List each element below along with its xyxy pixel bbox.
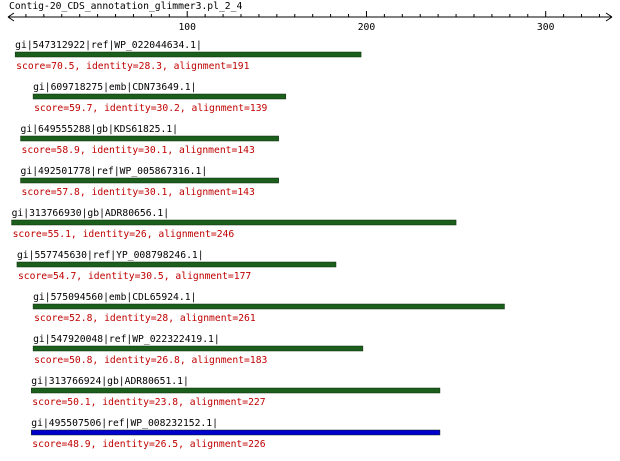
hit-score: score=52.8, identity=28, alignment=261 xyxy=(34,313,256,324)
hit-bar xyxy=(31,387,441,394)
hit-bar xyxy=(32,345,364,352)
hit-bar xyxy=(11,219,457,226)
hit-score: score=55.1, identity=26, alignment=246 xyxy=(13,229,235,240)
hit-name: gi|547312922|ref|WP_022044634.1| xyxy=(15,40,202,51)
hit-score: score=48.9, identity=26.5, alignment=226 xyxy=(32,439,265,450)
hit-score: score=54.7, identity=30.5, alignment=177 xyxy=(18,271,251,282)
hit-name: gi|313766924|gb|ADR80651.1| xyxy=(31,376,188,387)
hit-name: gi|492501778|ref|WP_005867316.1| xyxy=(21,166,208,177)
hit-bar xyxy=(32,303,505,310)
hit-bar xyxy=(32,93,287,100)
x-tick-label: 300 xyxy=(537,22,555,33)
hit-score: score=50.8, identity=26.8, alignment=183 xyxy=(34,355,267,366)
chart-title: Contig-20_CDS_annotation_glimmer3.pl_2_4 xyxy=(9,1,242,12)
hit-bar xyxy=(16,261,337,268)
axis-arrows xyxy=(7,12,613,22)
x-tick-label: 100 xyxy=(178,22,196,33)
hit-score: score=57.8, identity=30.1, alignment=143 xyxy=(22,187,255,198)
hit-score: score=59.7, identity=30.2, alignment=139 xyxy=(34,103,267,114)
hit-name: gi|313766930|gb|ADR80656.1| xyxy=(12,208,169,219)
hit-name: gi|609718275|emb|CDN73649.1| xyxy=(33,82,196,93)
hit-name: gi|547920048|ref|WP_022322419.1| xyxy=(33,334,220,345)
x-tick-label: 200 xyxy=(358,22,376,33)
hit-name: gi|495507506|ref|WP_008232152.1| xyxy=(31,418,218,429)
hit-score: score=50.1, identity=23.8, alignment=227 xyxy=(32,397,265,408)
hit-bar xyxy=(31,429,441,436)
hit-name: gi|649555288|gb|KDS61825.1| xyxy=(21,124,178,135)
hit-name: gi|557745630|ref|YP_008798246.1| xyxy=(17,250,204,261)
hit-bar xyxy=(14,51,362,58)
hit-score: score=70.5, identity=28.3, alignment=191 xyxy=(16,61,249,72)
hit-bar xyxy=(20,177,279,184)
hit-bar xyxy=(20,135,279,142)
hit-score: score=58.9, identity=30.1, alignment=143 xyxy=(22,145,255,156)
hit-name: gi|575094560|emb|CDL65924.1| xyxy=(33,292,196,303)
